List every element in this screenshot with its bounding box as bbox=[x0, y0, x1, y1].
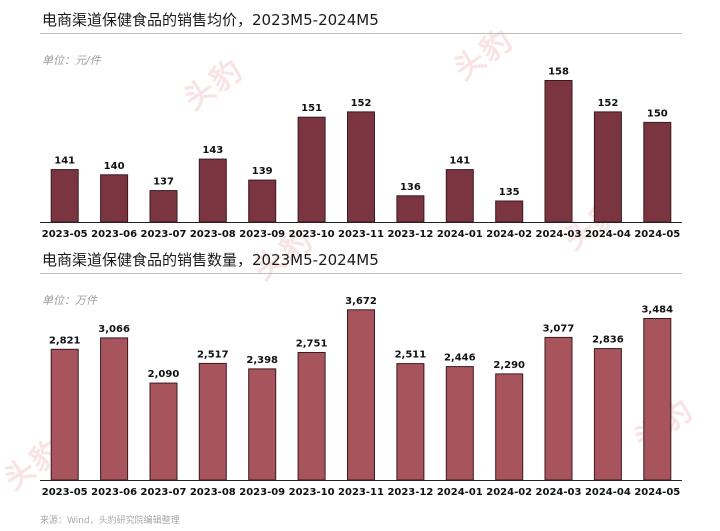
x-tick-label: 2023-05 bbox=[42, 487, 88, 498]
bar bbox=[445, 169, 474, 223]
bar bbox=[100, 337, 129, 481]
chart-title: 电商渠道保健食品的销售均价，2023M5-2024M5 bbox=[42, 11, 379, 29]
x-tick-label: 2024-01 bbox=[437, 229, 483, 240]
bar bbox=[544, 336, 573, 481]
x-tick-label: 2023-06 bbox=[91, 229, 137, 240]
source-note: 来源：Wind，头豹研究院编辑整理 bbox=[40, 516, 180, 526]
x-tick-label: 2023-11 bbox=[338, 487, 384, 498]
x-tick-label: 2023-05 bbox=[42, 229, 88, 240]
bar bbox=[593, 348, 622, 481]
x-tick-label: 2024-03 bbox=[536, 487, 582, 498]
data-label: 2,398 bbox=[246, 355, 278, 366]
bar bbox=[198, 362, 227, 481]
data-label: 143 bbox=[202, 145, 223, 156]
data-label: 150 bbox=[647, 108, 668, 119]
bar bbox=[149, 382, 178, 481]
bar bbox=[149, 190, 178, 223]
x-tick-label: 2023-09 bbox=[239, 229, 285, 240]
bar bbox=[445, 366, 474, 481]
x-tick-label: 2024-05 bbox=[634, 487, 680, 498]
data-label: 139 bbox=[252, 166, 273, 177]
data-label: 136 bbox=[400, 182, 421, 193]
chart-title: 电商渠道保健食品的销售数量，2023M5-2024M5 bbox=[42, 251, 379, 269]
x-tick-label: 2023-10 bbox=[289, 487, 335, 498]
bar bbox=[347, 111, 375, 223]
x-tick-label: 2023-11 bbox=[338, 229, 384, 240]
data-label: 2,446 bbox=[444, 353, 476, 364]
price-bar-chart: 141 2023-05 140 2023-06 137 2023-07 143 2023-08… bbox=[40, 67, 682, 240]
bar bbox=[50, 348, 79, 481]
bar bbox=[495, 373, 524, 481]
x-tick-label: 2023-08 bbox=[190, 487, 236, 498]
bar bbox=[198, 158, 227, 223]
bar bbox=[297, 116, 326, 223]
x-tick-label: 2023-10 bbox=[289, 229, 335, 240]
title-divider bbox=[40, 33, 682, 34]
data-label: 141 bbox=[449, 156, 470, 167]
unit-label: 单位：万件 bbox=[42, 294, 97, 307]
x-tick-label: 2023-07 bbox=[141, 487, 187, 498]
data-label: 151 bbox=[301, 103, 322, 114]
bar bbox=[248, 368, 277, 481]
x-tick-label: 2024-05 bbox=[634, 229, 680, 240]
data-label: 2,517 bbox=[197, 349, 229, 360]
data-label: 137 bbox=[153, 177, 174, 188]
bar bbox=[643, 318, 672, 481]
x-tick-label: 2023-08 bbox=[190, 229, 236, 240]
bar bbox=[593, 111, 622, 223]
bar bbox=[544, 80, 573, 223]
volume-bar-chart: 2,821 2023-05 3,066 2023-06 2,090 2023-07 2,51… bbox=[40, 296, 682, 498]
data-label: 135 bbox=[499, 187, 520, 198]
data-label: 2,290 bbox=[493, 360, 525, 371]
bar bbox=[643, 121, 672, 223]
unit-label: 单位：元/件 bbox=[42, 54, 101, 67]
x-tick-label: 2023-06 bbox=[91, 487, 137, 498]
data-label: 152 bbox=[597, 98, 618, 109]
data-label: 2,751 bbox=[296, 339, 328, 350]
x-tick-label: 2024-03 bbox=[536, 229, 582, 240]
bar bbox=[396, 363, 425, 481]
bar bbox=[297, 352, 326, 481]
data-label: 152 bbox=[351, 98, 372, 109]
data-label: 2,090 bbox=[148, 369, 180, 380]
data-label: 2,821 bbox=[49, 335, 81, 346]
bar bbox=[495, 200, 524, 223]
bar bbox=[50, 169, 79, 223]
data-label: 140 bbox=[104, 161, 125, 172]
data-label: 2,511 bbox=[395, 350, 427, 361]
data-label: 2,836 bbox=[592, 335, 624, 346]
x-tick-label: 2023-12 bbox=[387, 229, 433, 240]
x-tick-label: 2023-09 bbox=[239, 487, 285, 498]
x-tick-label: 2024-02 bbox=[486, 487, 532, 498]
bar bbox=[100, 174, 129, 223]
x-tick-label: 2023-07 bbox=[141, 229, 187, 240]
data-label: 158 bbox=[548, 67, 569, 78]
data-label: 3,066 bbox=[98, 324, 130, 335]
x-tick-label: 2024-01 bbox=[437, 487, 483, 498]
data-label: 3,484 bbox=[641, 305, 673, 316]
bar bbox=[396, 195, 425, 223]
x-tick-label: 2024-04 bbox=[585, 229, 631, 240]
x-tick-label: 2023-12 bbox=[387, 487, 433, 498]
data-label: 3,672 bbox=[345, 296, 377, 307]
x-tick-label: 2024-04 bbox=[585, 487, 631, 498]
price-chart: 141 2023-05 140 2023-06 137 2023-07 143 2023-08… bbox=[0, 0, 720, 245]
data-label: 141 bbox=[54, 156, 75, 167]
data-label: 3,077 bbox=[543, 323, 575, 334]
title-divider bbox=[40, 273, 682, 274]
bar bbox=[347, 309, 375, 481]
x-tick-label: 2024-02 bbox=[486, 229, 532, 240]
bar bbox=[248, 179, 277, 223]
